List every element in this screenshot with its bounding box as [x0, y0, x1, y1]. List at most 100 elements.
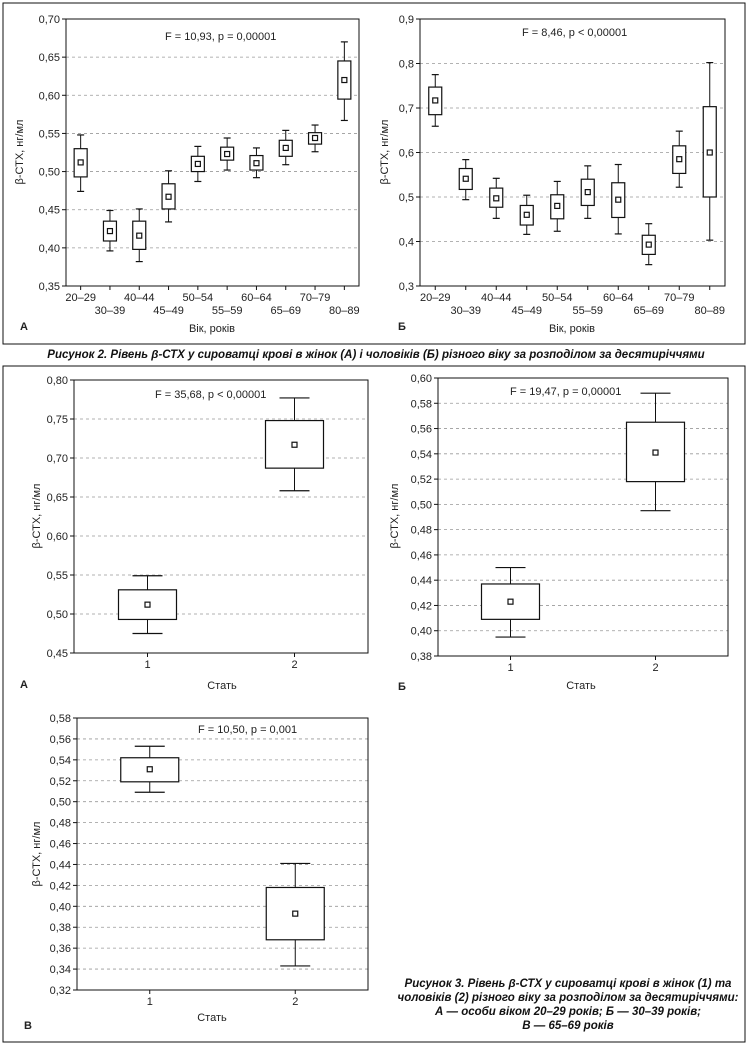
box-2	[458, 159, 473, 201]
y-tick-label: 0,50	[47, 609, 68, 621]
x-tick-label: 1	[144, 659, 150, 671]
y-tick-label: 0,4	[399, 237, 414, 249]
figure3-caption-line-4: В — 65–69 років	[522, 1020, 613, 1032]
box-2	[102, 209, 118, 252]
mean-marker	[291, 441, 298, 448]
y-tick-label: 0,38	[411, 651, 432, 663]
box-10	[702, 62, 717, 241]
mean-marker	[282, 144, 289, 152]
box-1	[480, 566, 541, 638]
y-tick-label: 0,48	[50, 818, 71, 830]
box-3	[489, 177, 504, 219]
x-tick-label: 70–79	[300, 292, 331, 304]
y-axis-label: β-СТХ, нг/мл	[379, 120, 391, 185]
y-tick-label: 0,58	[50, 713, 71, 725]
x-tick-label: 2	[652, 662, 658, 674]
mean-marker	[144, 601, 151, 608]
x-tick-label: 60–64	[241, 292, 272, 304]
box-6	[580, 165, 595, 219]
y-tick-label: 0,38	[50, 922, 71, 934]
y-tick-label: 0,42	[411, 600, 432, 612]
stat-annotation: F = 10,93, p = 0,00001	[165, 31, 276, 43]
mean-marker	[341, 76, 348, 84]
box-9	[307, 124, 323, 153]
plot-frame	[73, 379, 369, 654]
x-tick-label: 55–59	[572, 305, 603, 317]
mean-marker	[507, 598, 514, 605]
x-tick-label: 80–89	[694, 305, 725, 317]
y-tick-label: 0,44	[411, 575, 432, 587]
y-tick-label: 0,36	[50, 943, 71, 955]
y-tick-label: 0,8	[399, 59, 414, 71]
y-tick-label: 0,70	[47, 453, 68, 465]
y-tick-label: 0,45	[47, 648, 68, 660]
figure3-caption-line-1: Рисунок 3. Рівень β-СТХ у сироватці кров…	[405, 978, 733, 990]
y-tick-label: 0,50	[50, 797, 71, 809]
fig2A-chart: 0,35 0,40 0,45 0,50 0,55 0,60 0,65 0,70 20–2930–…	[14, 14, 360, 335]
mean-marker	[165, 193, 172, 200]
y-tick-label: 0,44	[50, 859, 71, 871]
x-tick-label: 1	[507, 662, 513, 674]
x-tick-label: 45–49	[511, 305, 542, 317]
figure2-border	[2, 2, 746, 345]
x-tick-label: 20–29	[420, 292, 451, 304]
panel-label: А	[20, 679, 28, 691]
plot-frame	[437, 377, 729, 657]
y-tick-label: 0,40	[411, 626, 432, 638]
y-tick-label: 0,52	[50, 776, 71, 788]
x-axis-label: Стать	[197, 1012, 227, 1024]
y-tick-label: 0,46	[411, 550, 432, 562]
figure2-caption: Рисунок 2. Рівень β-СТХ у сироватці кров…	[47, 349, 704, 361]
box-4	[161, 170, 176, 223]
x-tick-label: 40–44	[124, 292, 155, 304]
y-axis-label: β-СТХ, нг/мл	[389, 484, 401, 549]
y-tick-label: 0,40	[39, 243, 60, 255]
box-3	[132, 208, 147, 263]
box-1	[73, 134, 88, 193]
y-tick-label: 0,56	[50, 734, 71, 746]
mean-marker	[253, 160, 260, 167]
x-tick-label: 2	[292, 996, 298, 1008]
x-axis-label: Вік, років	[549, 323, 595, 335]
y-axis-label: β-СТХ, нг/мл	[31, 484, 43, 549]
x-tick-label: 45–49	[153, 305, 184, 317]
y-tick-label: 0,55	[39, 128, 60, 140]
y-tick-label: 0,58	[411, 398, 432, 410]
y-tick-label: 0,6	[399, 148, 414, 160]
y-tick-label: 0,56	[411, 424, 432, 436]
mean-marker	[136, 232, 143, 239]
mean-marker	[194, 160, 201, 168]
y-tick-label: 0,7	[399, 103, 414, 115]
y-tick-label: 0,75	[47, 414, 68, 426]
y-tick-label: 0,35	[39, 281, 60, 293]
y-tick-label: 0,32	[50, 985, 71, 997]
y-tick-label: 0,60	[411, 373, 432, 385]
fig3A-chart: 0,45 0,50 0,55 0,60 0,65 0,70 0,75 0,80 1 2 F = 35…	[20, 375, 369, 692]
y-tick-label: 0,50	[39, 167, 60, 179]
plot-frame	[419, 18, 726, 287]
y-tick-label: 0,50	[411, 499, 432, 511]
mean-marker	[706, 149, 713, 156]
y-tick-label: 0,9	[399, 14, 414, 26]
panel-label: Б	[398, 321, 406, 333]
mean-marker	[615, 196, 622, 203]
box-1	[117, 575, 178, 635]
x-axis-label: Стать	[566, 680, 596, 692]
plot-frame	[65, 18, 360, 287]
box-2	[625, 392, 686, 512]
stat-annotation: F = 8,46, p < 0,00001	[522, 27, 627, 39]
mean-marker	[493, 195, 500, 202]
box-9	[672, 130, 687, 188]
box-10	[337, 41, 352, 122]
mean-marker	[652, 449, 659, 456]
mean-marker	[224, 150, 231, 158]
panel-label: Б	[398, 681, 406, 693]
mean-marker	[462, 175, 469, 182]
x-tick-label: 50–54	[183, 292, 214, 304]
y-tick-label: 0,46	[50, 839, 71, 851]
box-2	[265, 862, 325, 967]
box-4	[519, 194, 534, 235]
box-8	[278, 129, 293, 166]
y-tick-label: 0,3	[399, 281, 414, 293]
mean-marker	[554, 202, 561, 209]
